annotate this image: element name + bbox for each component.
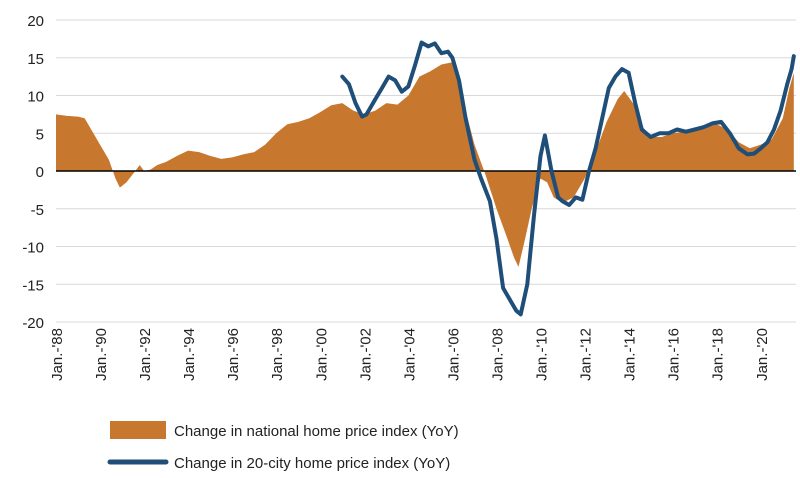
y-tick-label: -15	[22, 277, 44, 294]
x-tick-label: Jan.-'06	[445, 328, 462, 381]
y-tick-label: 5	[36, 126, 44, 143]
y-tick-label: 0	[36, 164, 44, 181]
x-tick-label: Jan.-'98	[269, 328, 286, 381]
legend-swatch-national	[110, 421, 166, 439]
national-area-series	[56, 62, 794, 267]
x-tick-label: Jan.-'02	[357, 328, 374, 381]
x-tick-label: Jan.-'18	[710, 328, 727, 381]
x-tick-label: Jan.-'00	[313, 328, 330, 381]
y-tick-label: -5	[31, 202, 44, 219]
legend-label-national: Change in national home price index (YoY…	[174, 423, 459, 440]
y-tick-label: 20	[27, 13, 44, 30]
x-tick-label: Jan.-'04	[401, 328, 418, 381]
x-tick-label: Jan.-'12	[578, 328, 595, 381]
legend: Change in national home price index (YoY…	[107, 421, 459, 472]
y-tick-label: -20	[22, 315, 44, 332]
x-tick-label: Jan.-'10	[534, 328, 551, 381]
city20-line-series	[340, 40, 796, 317]
x-axis-tick-labels: Jan.-'88 Jan.-'90 Jan.-'92 Jan.-'94 Jan.-'96…	[49, 328, 771, 381]
y-tick-label: -10	[22, 240, 44, 257]
x-tick-label: Jan.-'92	[137, 328, 154, 381]
y-tick-label: 10	[27, 89, 44, 106]
national-area	[56, 62, 794, 267]
x-tick-label: Jan.-'08	[490, 328, 507, 381]
legend-label-city20: Change in 20-city home price index (YoY)	[174, 455, 450, 472]
x-tick-label: Jan.-'94	[181, 328, 198, 381]
x-tick-label: Jan.-'20	[754, 328, 771, 381]
x-tick-label: Jan.-'16	[666, 328, 683, 381]
x-tick-label: Jan.-'96	[225, 328, 242, 381]
city20-line	[340, 40, 796, 317]
x-tick-label: Jan.-'14	[622, 328, 639, 381]
y-axis-tick-labels: 20 15 10 5 0 -5 -10 -15 -20	[22, 13, 44, 332]
x-tick-label: Jan.-'90	[93, 328, 110, 381]
x-tick-label: Jan.-'88	[49, 328, 66, 381]
y-tick-label: 15	[27, 51, 44, 68]
